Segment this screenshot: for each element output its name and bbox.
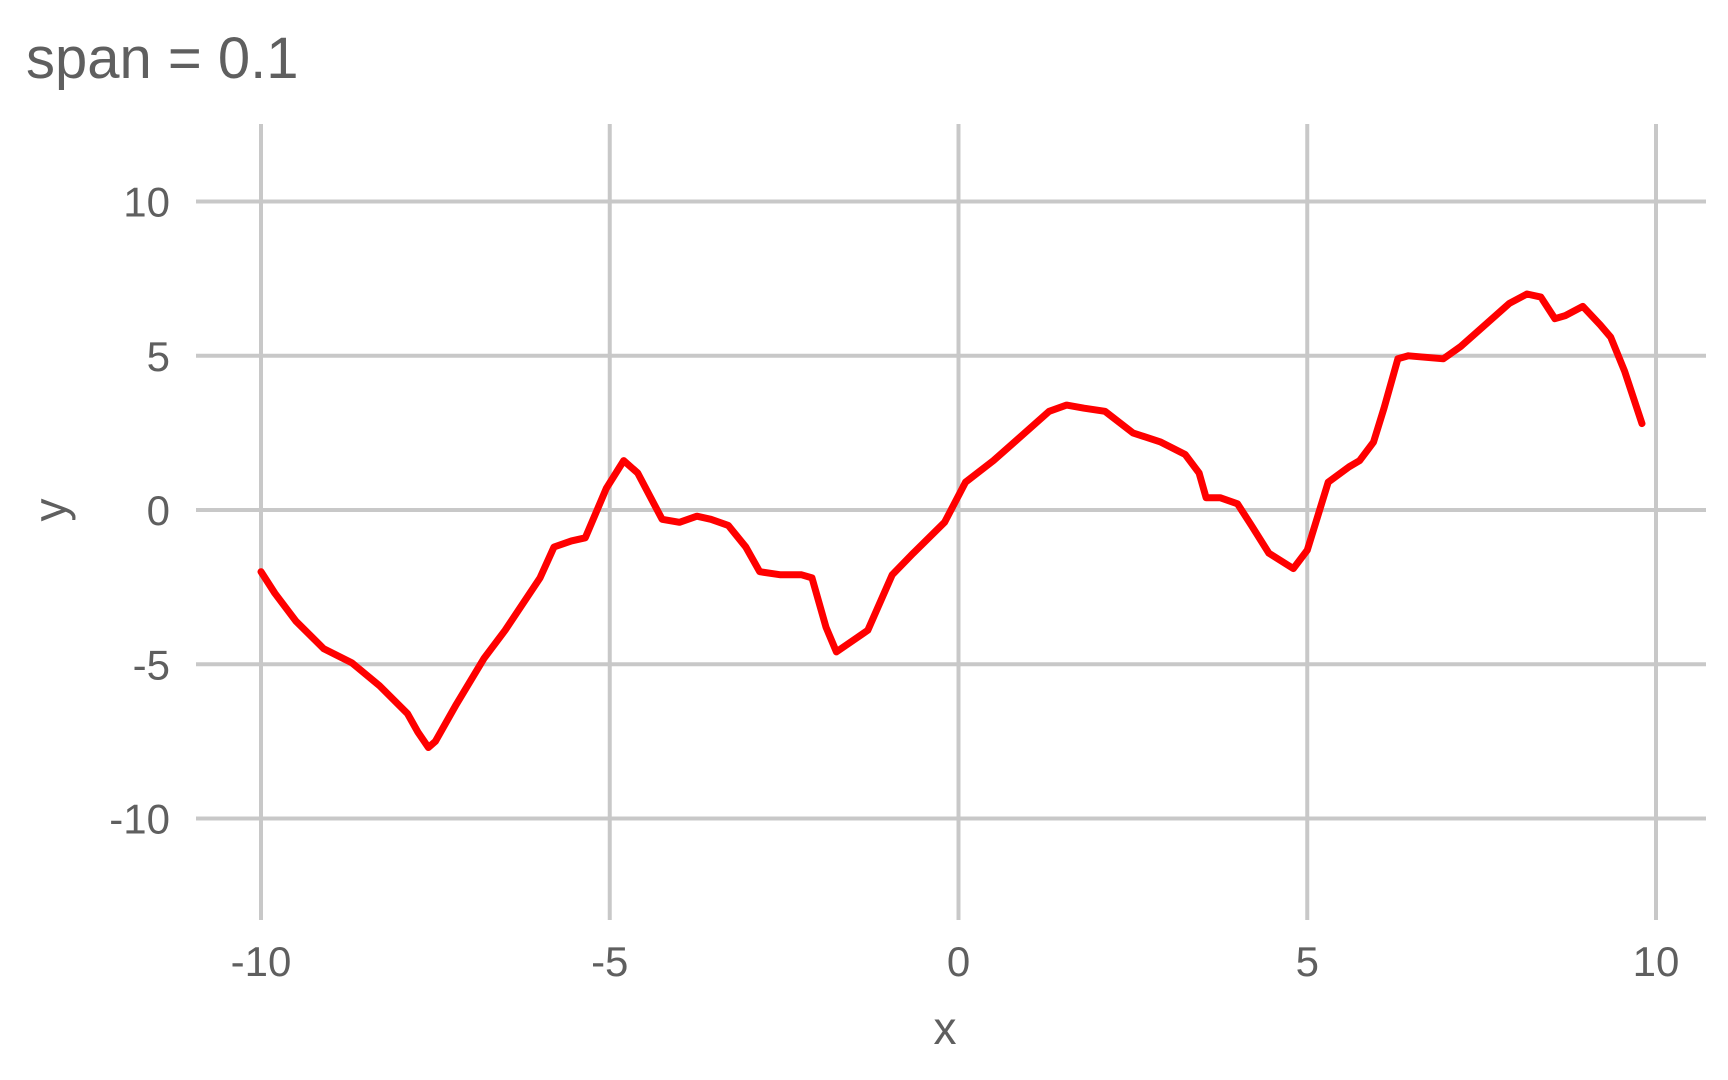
y-tick-label: 5 (147, 333, 170, 380)
y-tick-labels: -10 -5 0 5 10 (109, 179, 170, 843)
x-tick-label: 10 (1633, 938, 1680, 985)
x-axis-title: x (934, 1002, 957, 1054)
y-tick-label: 10 (123, 179, 170, 226)
x-tick-label: -10 (231, 938, 292, 985)
y-axis-title: y (24, 499, 76, 522)
y-tick-label: 0 (147, 487, 170, 534)
x-tick-labels: -10 -5 0 5 10 (231, 938, 1680, 985)
y-tick-label: -10 (109, 796, 170, 843)
x-tick-label: 5 (1296, 938, 1319, 985)
chart-title: span = 0.1 (26, 26, 299, 91)
y-tick-label: -5 (133, 641, 170, 688)
x-tick-label: 0 (947, 938, 970, 985)
smooth-line (257, 290, 1646, 751)
series-group (257, 290, 1646, 751)
gridlines (196, 124, 1706, 920)
x-tick-label: -5 (591, 938, 628, 985)
